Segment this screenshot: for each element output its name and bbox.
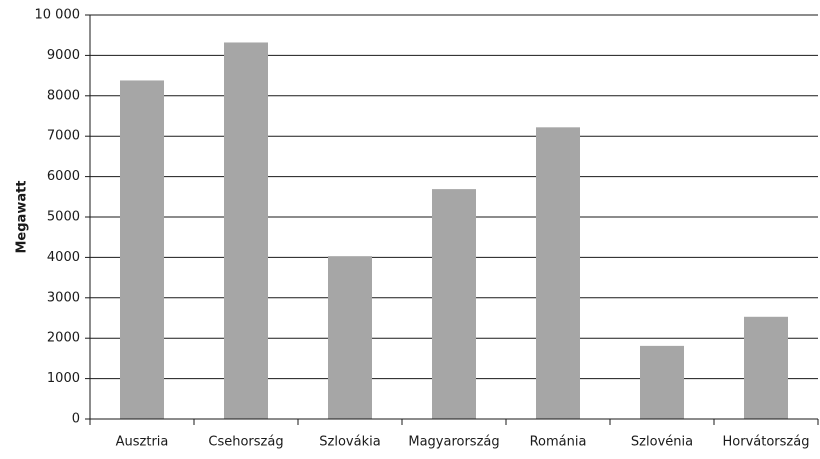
x-tick-label: Magyarország — [408, 435, 499, 450]
x-tick-label: Ausztria — [116, 435, 169, 450]
y-tick-label: 5000 — [47, 210, 80, 225]
y-tick-label: 10 000 — [35, 8, 81, 23]
y-tick-label: 4000 — [47, 250, 80, 265]
x-tick-label: Szlovénia — [631, 435, 693, 450]
y-tick-label: 6000 — [47, 169, 80, 184]
bar — [224, 42, 268, 420]
bar — [744, 316, 788, 419]
x-tick-label: Románia — [530, 435, 587, 450]
y-tick-label: 7000 — [47, 129, 80, 144]
bar — [640, 345, 684, 419]
x-tick-label: Csehország — [208, 435, 283, 450]
x-tick-label: Horvátország — [723, 435, 810, 450]
bar — [536, 127, 580, 419]
y-tick-label: 1000 — [47, 371, 80, 386]
y-tick-label: 2000 — [47, 331, 80, 346]
y-tick-label: 0 — [72, 412, 80, 427]
y-tick-label: 8000 — [47, 88, 80, 103]
y-tick-label: 3000 — [47, 290, 80, 305]
bar — [328, 256, 372, 419]
bar — [120, 80, 164, 419]
x-tick-label: Szlovákia — [319, 435, 380, 450]
y-tick-label: 9000 — [47, 48, 80, 63]
y-axis-label: Megawatt — [15, 180, 30, 253]
bar — [432, 189, 476, 419]
